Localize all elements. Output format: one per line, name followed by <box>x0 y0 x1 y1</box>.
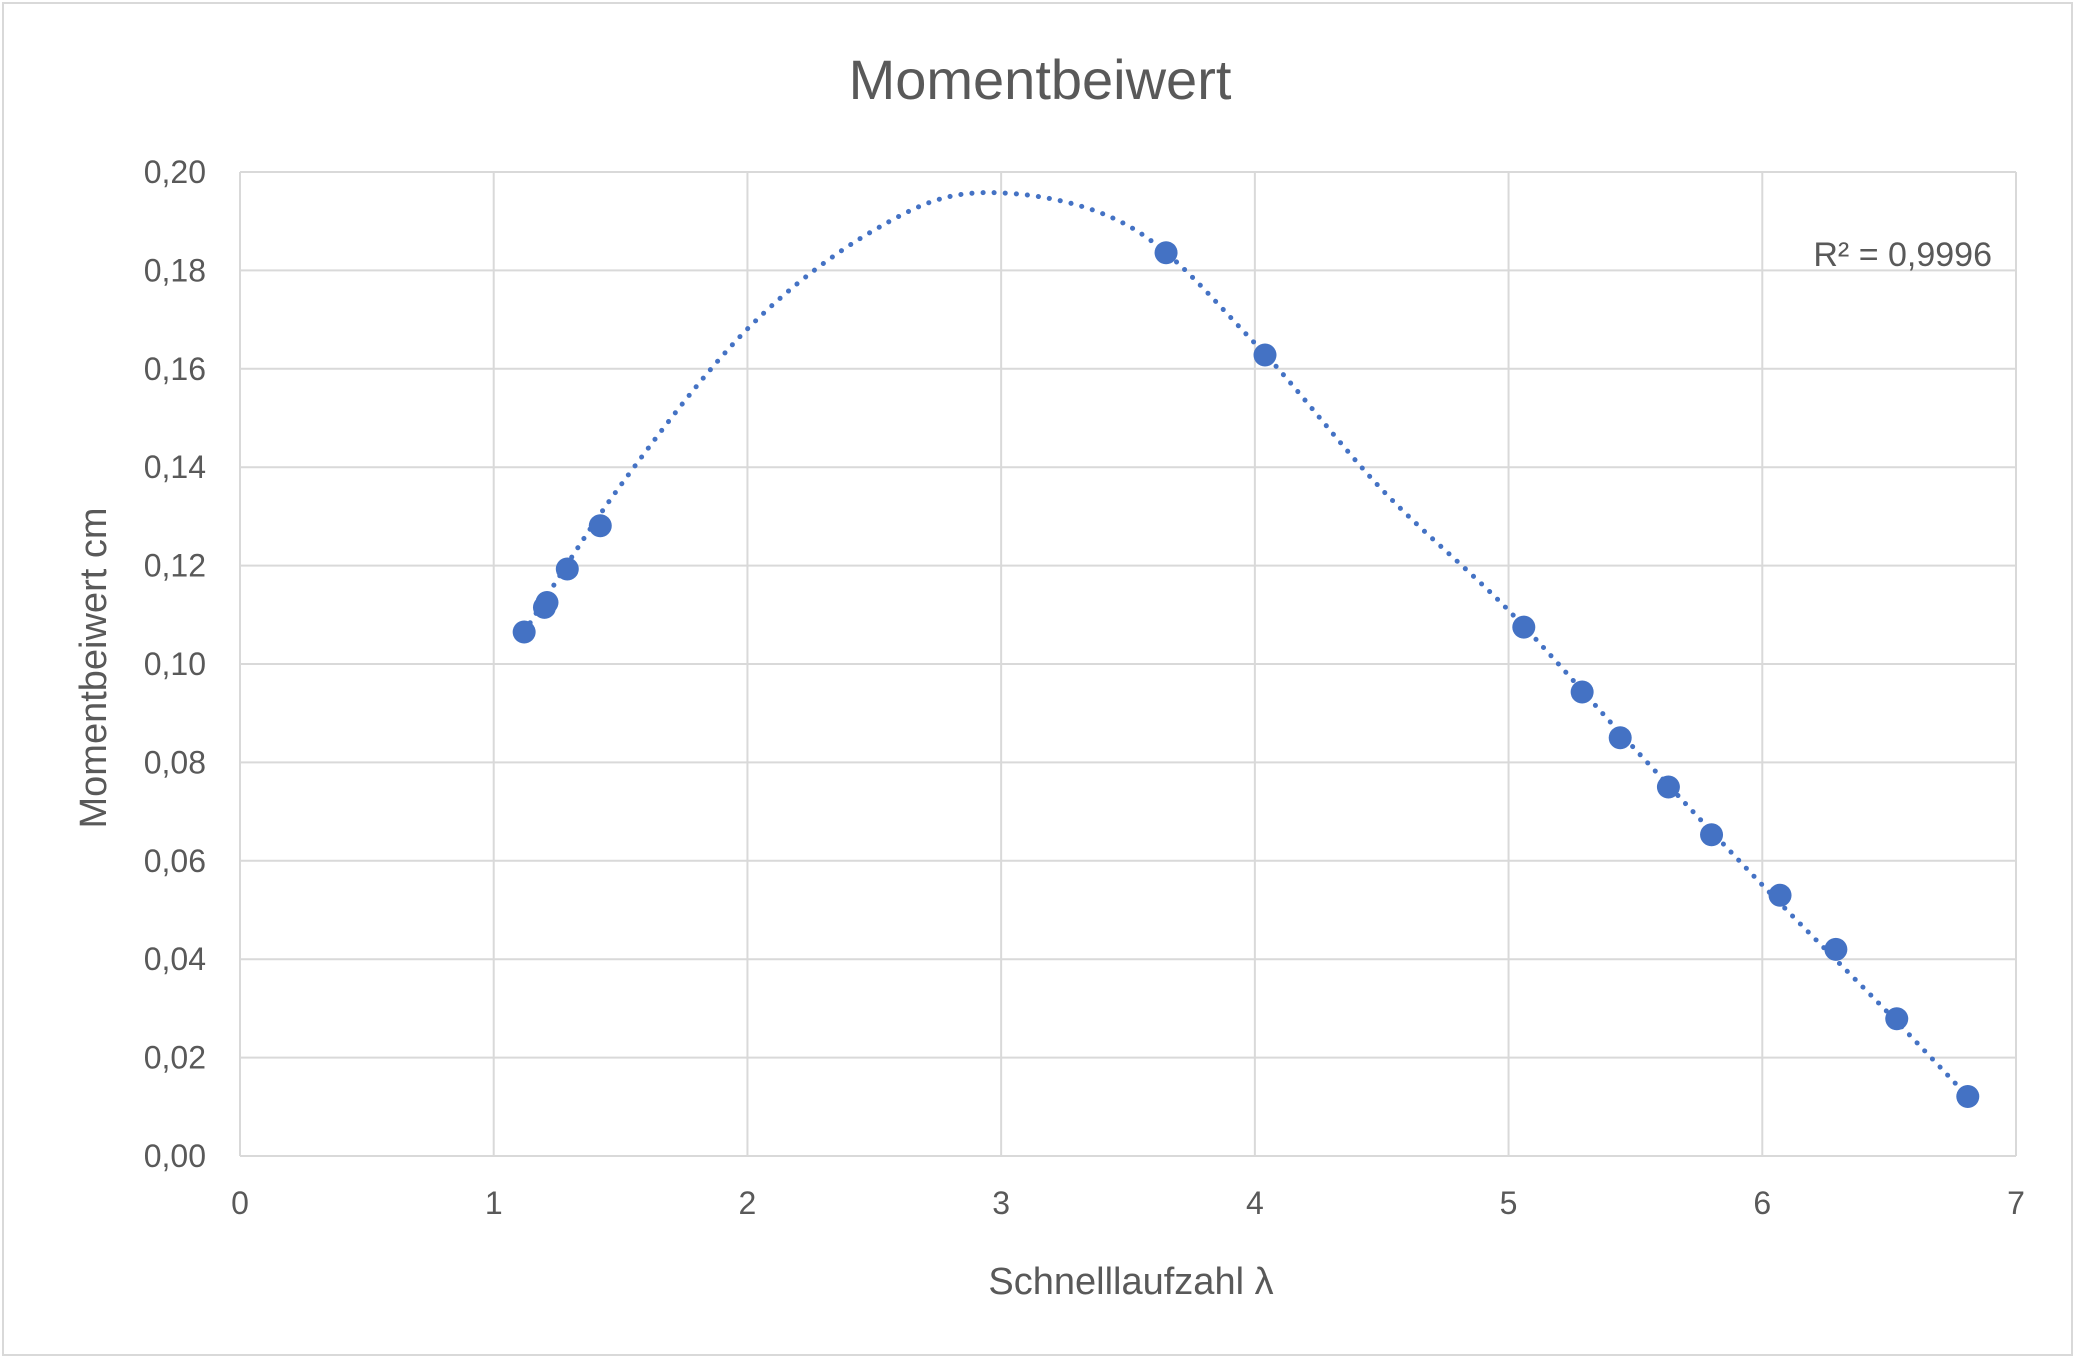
data-point <box>1700 823 1724 847</box>
r-squared-label: R² = 0,9996 <box>1813 236 1992 274</box>
chart-title: Momentbeiwert <box>849 48 1232 111</box>
y-tick-label: 0,12 <box>144 548 206 584</box>
x-tick-label: 0 <box>231 1185 249 1221</box>
x-tick-label: 5 <box>1500 1185 1518 1221</box>
x-tick-label: 1 <box>485 1185 503 1221</box>
x-tick-label: 3 <box>992 1185 1010 1221</box>
x-tick-label: 4 <box>1246 1185 1264 1221</box>
y-tick-label: 0,14 <box>144 449 206 485</box>
x-axis-title: Schnelllaufzahl λ <box>988 1261 1273 1303</box>
data-point <box>1253 343 1277 367</box>
x-axis-tick-labels: 0 1 2 3 4 5 6 7 <box>231 1185 2025 1221</box>
data-point <box>1656 775 1680 799</box>
data-point <box>555 557 579 581</box>
x-tick-label: 2 <box>739 1185 757 1221</box>
y-tick-label: 0,02 <box>144 1040 206 1076</box>
data-point <box>1512 615 1536 639</box>
y-tick-label: 0,08 <box>144 744 206 780</box>
data-point <box>512 620 536 644</box>
y-tick-label: 0,00 <box>144 1138 206 1174</box>
x-tick-label: 7 <box>2007 1185 2025 1221</box>
data-point <box>1154 241 1178 265</box>
data-point <box>1608 726 1632 750</box>
y-tick-label: 0,06 <box>144 843 206 879</box>
y-tick-label: 0,20 <box>144 154 206 190</box>
data-point <box>1885 1007 1909 1031</box>
data-point <box>1824 937 1848 961</box>
data-points <box>512 241 1980 1108</box>
y-tick-label: 0,04 <box>144 941 206 977</box>
y-tick-label: 0,18 <box>144 252 206 288</box>
y-axis-title: Momentbeiwert cm <box>73 508 115 829</box>
y-tick-label: 0,16 <box>144 351 206 387</box>
data-point <box>1956 1084 1980 1108</box>
y-axis-tick-labels: 0,00 0,02 0,04 0,06 0,08 0,10 0,12 0,14 0,16 0,18… <box>144 154 206 1174</box>
data-point <box>1768 883 1792 907</box>
x-tick-label: 6 <box>1753 1185 1771 1221</box>
data-point <box>1570 680 1594 704</box>
scatter-chart: 0 1 2 3 4 5 6 7 0,00 0,02 0,04 0,06 0,08 0,10 0,12 0,1… <box>73 48 2025 1303</box>
grid-lines <box>239 171 2017 1157</box>
data-point <box>588 514 612 538</box>
trendline <box>521 190 1971 1099</box>
data-point <box>535 591 559 614</box>
y-tick-label: 0,10 <box>144 646 206 682</box>
